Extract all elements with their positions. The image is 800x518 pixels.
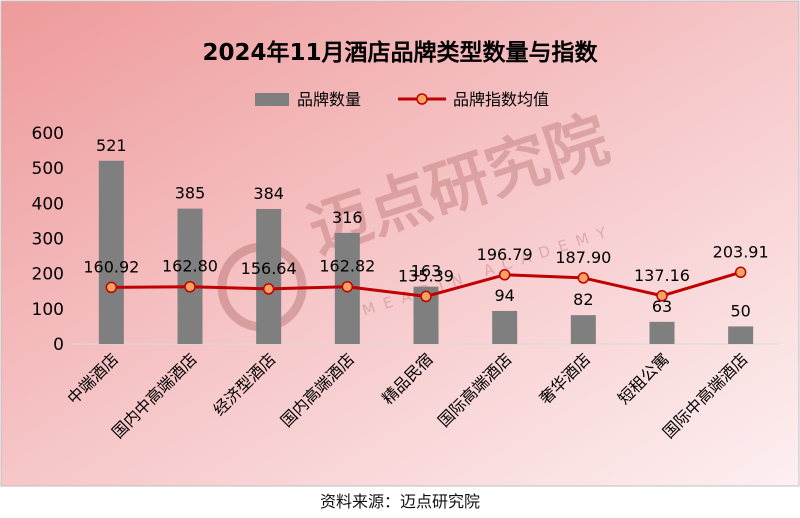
y-tick-label: 600	[32, 124, 64, 144]
bar	[570, 315, 596, 344]
source-note: 资料来源：迈点研究院	[319, 492, 480, 511]
bar	[177, 208, 203, 344]
legend-bar-label: 品牌数量	[297, 90, 361, 109]
line-point	[656, 290, 668, 302]
bar-value-label: 63	[652, 297, 672, 316]
bar-value-label: 385	[175, 184, 206, 203]
line-point	[498, 269, 511, 281]
bar-value-label: 94	[494, 286, 514, 305]
line-point	[262, 283, 275, 295]
line-value-label: 187.90	[555, 248, 611, 267]
y-tick-label: 300	[32, 230, 64, 250]
y-tick-label: 500	[32, 159, 64, 179]
y-tick-label: 100	[32, 300, 64, 320]
bar	[98, 160, 124, 344]
line-value-label: 137.16	[634, 266, 690, 285]
bar-value-label: 50	[730, 301, 750, 320]
bar	[492, 310, 518, 344]
line-value-label: 162.82	[319, 257, 375, 276]
chart-background	[0, 0, 800, 487]
y-tick-label: 400	[32, 194, 64, 214]
line-value-label: 196.79	[477, 245, 533, 264]
bar-value-label: 82	[573, 290, 593, 309]
bar-value-label: 163	[411, 262, 442, 281]
legend-line-label: 品牌指数均值	[453, 90, 549, 109]
bar	[256, 208, 282, 344]
y-tick-label: 200	[32, 265, 64, 285]
bar	[728, 326, 754, 344]
legend-line-marker	[416, 93, 428, 105]
line-point	[184, 280, 196, 293]
line-point	[105, 281, 118, 294]
line-value-label: 162.80	[162, 257, 218, 276]
line-point	[420, 290, 432, 303]
line-value-label: 135.39	[398, 266, 454, 285]
bar-value-label: 521	[96, 136, 127, 155]
bar-value-label: 384	[253, 184, 284, 203]
line-point	[734, 266, 747, 279]
line-value-label: 160.92	[83, 257, 139, 276]
line-point	[577, 272, 590, 284]
line-value-label: 203.91	[713, 242, 769, 261]
legend-bar-swatch	[255, 93, 289, 106]
bar	[649, 321, 675, 344]
line-point	[341, 280, 354, 293]
line-value-label: 156.64	[241, 259, 297, 278]
y-tick-label: 0	[53, 335, 64, 355]
chart-title: 2024年11月酒店品牌类型数量与指数	[202, 39, 598, 66]
bar-value-label: 316	[332, 208, 363, 227]
